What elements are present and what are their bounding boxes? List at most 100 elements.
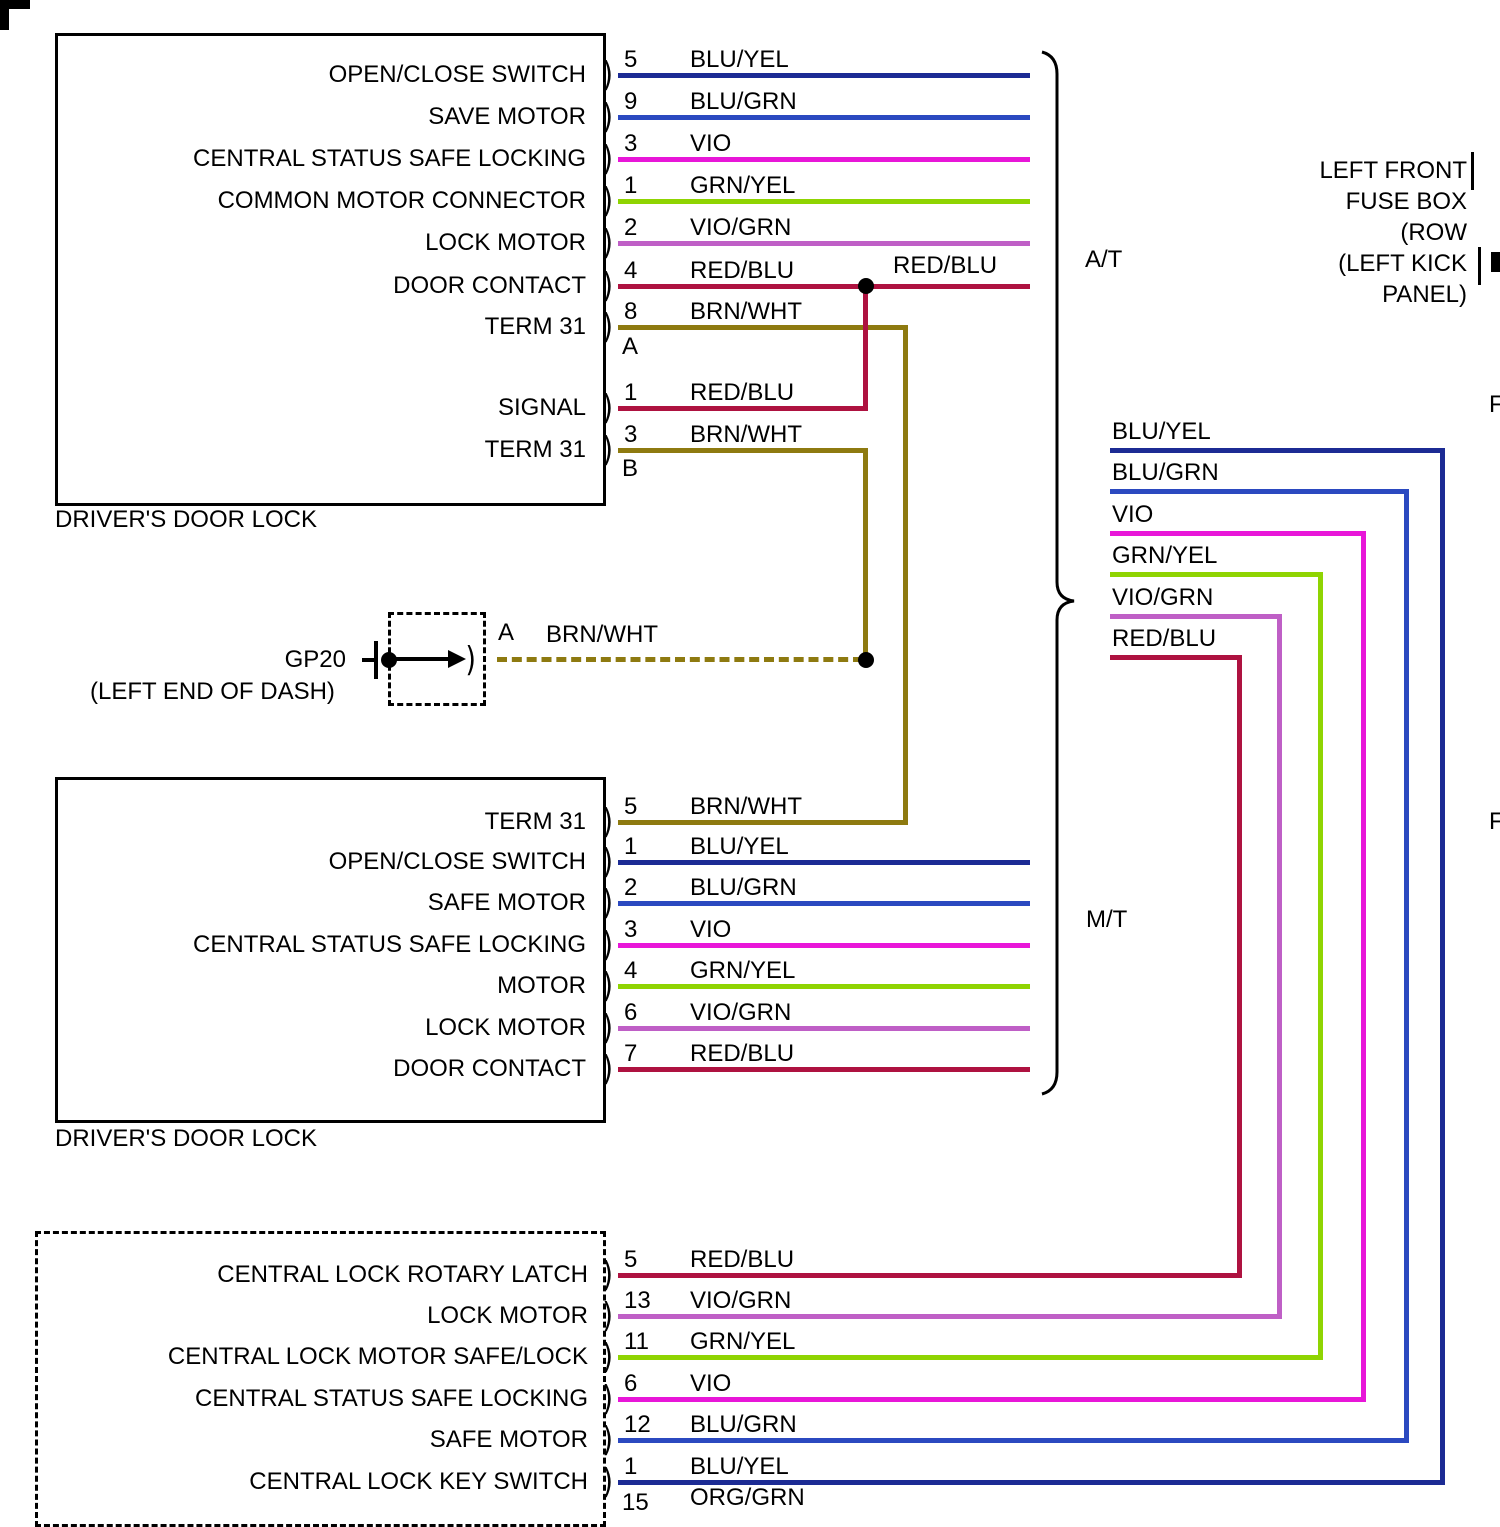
trunk-wire-label: VIO xyxy=(1112,501,1154,528)
fuse-box-label-line: PANEL) xyxy=(1382,281,1467,308)
fuse-box-label-line: FUSE BOX xyxy=(1345,188,1467,215)
pin-number: 3 xyxy=(624,130,638,157)
trunk-wire-blu-grn xyxy=(1110,489,1409,494)
ground-id-label: GP20 xyxy=(284,646,346,673)
junction-dot xyxy=(858,652,874,668)
pin-number: 6 xyxy=(624,1370,638,1397)
pin-socket-icon: ) xyxy=(602,1462,613,1502)
wire-color-label: VIO/GRN xyxy=(690,1287,792,1314)
junction-dot xyxy=(858,278,874,294)
pin-label-term-31-a: TERM 31 xyxy=(484,313,586,340)
pin-number: 11 xyxy=(624,1328,649,1355)
pin-label-door-contact: DOOR CONTACT xyxy=(393,1055,586,1082)
wire-color-label: BRN/WHT xyxy=(690,793,802,820)
group-label-mt: M/T xyxy=(1086,906,1128,933)
wire-red-blu-signal-riser xyxy=(863,284,868,411)
wire-color-label: VIO xyxy=(690,916,732,943)
pin-label-safe-motor: SAFE MOTOR xyxy=(429,1426,588,1453)
pin-label-lock-motor: LOCK MOTOR xyxy=(425,1014,586,1041)
trunk-drop-blu-grn xyxy=(1404,489,1409,1443)
wire-color-label: RED/BLU xyxy=(690,379,795,406)
fuse-box-bracket-tick xyxy=(1471,152,1474,190)
pin-label-central-lock-motor-safe-lock: CENTRAL LOCK MOTOR SAFE/LOCK xyxy=(167,1343,588,1370)
ground-location-label: (LEFT END OF DASH) xyxy=(90,678,335,705)
wire-vio-grn xyxy=(618,241,1030,246)
trunk-wire-blu-yel xyxy=(1110,448,1445,453)
wire-red-blu xyxy=(618,1273,1242,1278)
trunk-drop-blu-yel xyxy=(1440,448,1445,1485)
pin-number: 7 xyxy=(624,1040,638,1067)
pin-socket-icon: ) xyxy=(602,1337,613,1377)
pin-socket-icon: ) xyxy=(602,802,613,842)
wire-color-label: BRN/WHT xyxy=(690,298,802,325)
wire-vio-grn xyxy=(618,1314,1282,1319)
pin-label-door-contact: DOOR CONTACT xyxy=(393,272,586,299)
pin-number: 3 xyxy=(624,421,638,448)
wire-brn-wht-term31-b-drop xyxy=(863,448,868,664)
pin-number: 1 xyxy=(624,1453,638,1480)
wire-color-label: VIO/GRN xyxy=(690,999,792,1026)
wire-brn-wht-term31-b xyxy=(618,448,868,453)
pin-label-central-lock-rotary-latch: CENTRAL LOCK ROTARY LATCH xyxy=(217,1261,588,1288)
wire-color-label: BLU/YEL xyxy=(690,833,789,860)
trunk-drop-vio xyxy=(1361,531,1366,1402)
pin-number: 1 xyxy=(624,172,638,199)
ground-terminal-letter: A xyxy=(498,619,515,646)
wire-color-label: BLU/GRN xyxy=(690,1411,797,1438)
pin-socket-icon: ) xyxy=(602,925,613,965)
pin-socket-icon: ) xyxy=(602,1420,613,1460)
pin-number: 6 xyxy=(624,999,638,1026)
wire-color-label: BLU/YEL xyxy=(690,1453,789,1480)
connector-title-door-lock-1: DRIVER'S DOOR LOCK xyxy=(55,506,317,533)
wire-blu-yel xyxy=(618,1480,1445,1485)
pin-label-central-status-safe-locking: CENTRAL STATUS SAFE LOCKING xyxy=(195,1385,588,1412)
pin-socket-icon: ) xyxy=(602,1296,613,1336)
wire-blu-yel xyxy=(618,860,1030,865)
pin-label-central-lock-key-switch: CENTRAL LOCK KEY SWITCH xyxy=(249,1468,588,1495)
trunk-wire-label: BLU/GRN xyxy=(1112,459,1219,486)
pin-socket-icon: ) xyxy=(602,430,613,470)
pin-label-motor: MOTOR xyxy=(497,972,586,999)
pin-number: 3 xyxy=(624,916,638,943)
ground-terminal-tick-h xyxy=(362,658,375,662)
trunk-wire-label: GRN/YEL xyxy=(1112,542,1218,569)
trunk-wire-label: BLU/YEL xyxy=(1112,418,1211,445)
pin-number: 15 xyxy=(622,1489,649,1516)
trunk-drop-grn-yel xyxy=(1318,572,1323,1360)
pin-label-safe-motor: SAFE MOTOR xyxy=(427,889,586,916)
trunk-wire-grn-yel xyxy=(1110,572,1323,577)
pin-number: 1 xyxy=(624,379,638,406)
pin-socket-icon: ) xyxy=(602,307,613,347)
wire-color-label: BLU/GRN xyxy=(690,874,797,901)
pin-socket-icon: ) xyxy=(602,966,613,1006)
wire-color-label: BLU/YEL xyxy=(690,46,789,73)
ground-terminal-dot xyxy=(381,652,397,668)
trunk-wire-label: RED/BLU xyxy=(1112,625,1217,652)
pin-label-open-close-switch: OPEN/CLOSE SWITCH xyxy=(328,61,586,88)
wire-blu-grn xyxy=(618,115,1030,120)
terminal-letter-a: A xyxy=(622,333,639,360)
ground-arrow-shaft xyxy=(394,657,450,661)
pin-number: 9 xyxy=(624,88,638,115)
wire-color-label-after-junction: RED/BLU xyxy=(893,252,998,279)
pin-socket-icon: ) xyxy=(602,1049,613,1089)
fuse-box-label: LEFT FRONT FUSE BOX (ROW (LEFT KICK PANE… xyxy=(1270,155,1467,310)
pin-label-save-motor: SAVE MOTOR xyxy=(428,103,586,130)
group-brace xyxy=(1041,50,1075,1096)
pin-number: 13 xyxy=(624,1287,651,1314)
wire-brn-wht-term31-a xyxy=(618,325,908,330)
wire-color-label: RED/BLU xyxy=(690,1246,795,1273)
pin-socket-icon: ) xyxy=(602,388,613,428)
edge-cut-mark xyxy=(1491,252,1500,272)
edge-cut-text: F xyxy=(1489,808,1500,835)
wire-red-blu-signal xyxy=(618,406,868,411)
pin-number: 8 xyxy=(624,298,638,325)
wire-color-label: BLU/GRN xyxy=(690,88,797,115)
wire-color-label: ORG/GRN xyxy=(690,1484,805,1511)
pin-socket-icon: ) xyxy=(602,181,613,221)
wire-color-label: GRN/YEL xyxy=(690,957,796,984)
pin-number: 1 xyxy=(624,833,638,860)
ground-arrow-icon xyxy=(448,650,466,668)
pin-socket-icon: ) xyxy=(602,97,613,137)
wire-brn-wht-ground-dashed xyxy=(497,657,863,662)
